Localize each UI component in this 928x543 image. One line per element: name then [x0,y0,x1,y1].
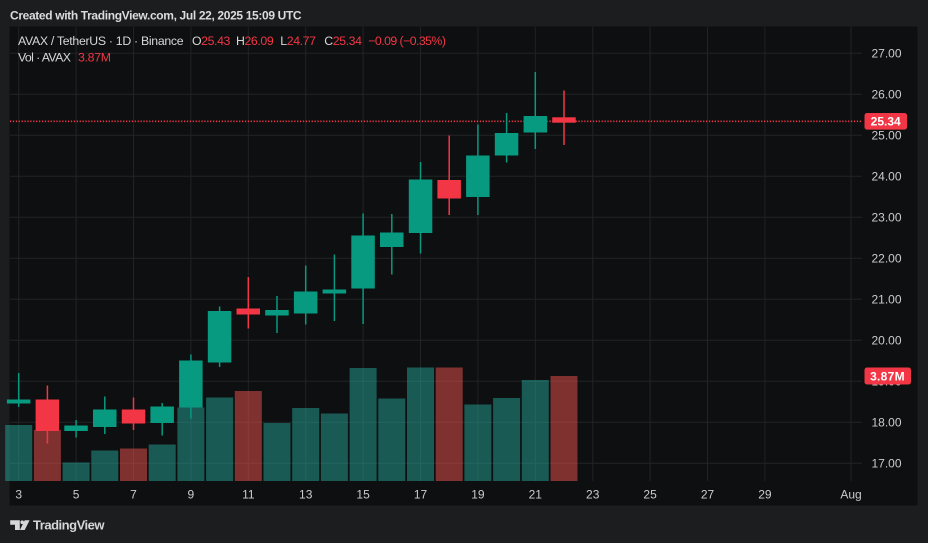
svg-text:23.00: 23.00 [871,211,901,225]
svg-text:13: 13 [299,487,313,501]
svg-text:L24.77: L24.77 [280,34,316,48]
svg-text:21.00: 21.00 [871,293,901,307]
svg-text:17.00: 17.00 [871,457,901,471]
svg-text:25: 25 [643,487,657,501]
svg-text:27: 27 [701,487,715,501]
svg-text:7: 7 [130,487,137,501]
svg-text:24.00: 24.00 [871,170,901,184]
svg-text:29: 29 [758,487,772,501]
svg-text:3.87M: 3.87M [870,369,905,383]
svg-text:3: 3 [15,487,22,501]
svg-text:TradingView: TradingView [33,518,105,533]
svg-text:25.34: 25.34 [871,115,901,129]
svg-text:C25.34: C25.34 [324,34,362,48]
svg-text:−0.09 (−0.35%): −0.09 (−0.35%) [368,34,446,48]
svg-text:23: 23 [586,487,600,501]
svg-text:11: 11 [242,487,255,501]
svg-text:AVAX / TetherUS · 1D · Binance: AVAX / TetherUS · 1D · Binance [18,34,184,48]
svg-text:19: 19 [471,487,485,501]
svg-text:25.00: 25.00 [871,129,901,143]
svg-text:20.00: 20.00 [871,334,901,348]
svg-text:O25.43: O25.43 [192,34,231,48]
svg-text:H26.09: H26.09 [236,34,274,48]
svg-text:Created with TradingView.com,: Created with TradingView.com, Jul 22, 20… [10,9,302,23]
svg-text:5: 5 [73,487,80,501]
svg-text:21: 21 [529,487,543,501]
svg-text:17: 17 [414,487,428,501]
svg-text:27.00: 27.00 [871,47,901,61]
svg-text:18.00: 18.00 [871,416,901,430]
svg-text:15: 15 [356,487,370,501]
svg-text:9: 9 [188,487,195,501]
svg-text:Vol · AVAX: Vol · AVAX [18,51,71,65]
svg-text:26.00: 26.00 [871,88,901,102]
svg-text:22.00: 22.00 [871,252,901,266]
svg-text:Aug: Aug [840,487,861,501]
svg-text:3.87M: 3.87M [78,51,111,65]
